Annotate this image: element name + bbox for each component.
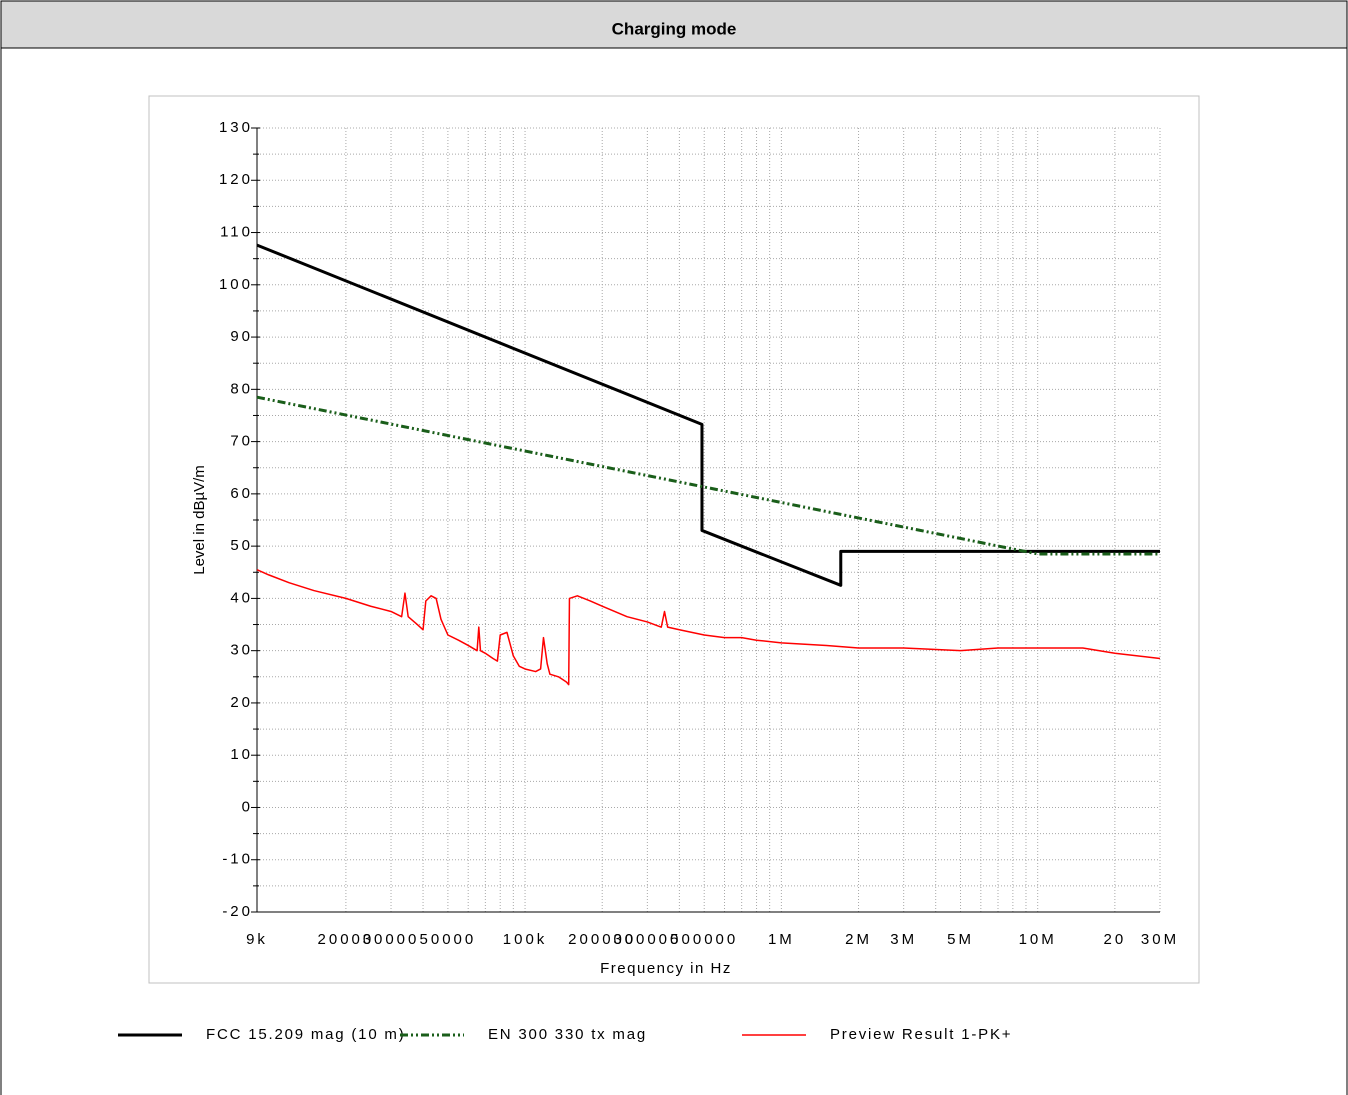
y-tick-label: 60 [230,485,253,502]
x-tick-label: 30000 [363,931,420,948]
series-line [256,243,1160,587]
header-bar [0,0,1348,49]
y-tick-label: 10 [230,746,253,763]
y-tick-label: 120 [219,171,253,188]
y-tick-label: 80 [230,380,253,397]
x-tick-label: 9k [246,931,268,948]
y-axis-label: Level in dBµV/m [191,465,208,575]
legend-label: EN 300 330 tx mag [488,1026,647,1043]
x-tick-label: 5M [947,931,974,948]
series-line [256,395,1160,556]
x-tick-label: 10M [1019,931,1057,948]
y-tick-label: 30 [230,642,253,659]
y-tick-label: 20 [230,694,253,711]
y-tick-label: -20 [222,903,253,920]
y-tick-label: 130 [219,119,253,136]
y-tick-label: 70 [230,433,253,450]
plot-frame [148,95,1200,984]
y-tick-label: 90 [230,328,253,345]
x-axis-label: Frequency in Hz [600,960,732,977]
x-tick-label: 3M [890,931,917,948]
y-tick-label: -10 [222,851,253,868]
x-tick-label: 100k [503,931,548,948]
series-line [256,568,1161,686]
y-tick-label: 100 [219,276,253,293]
legend-label: Preview Result 1-PK+ [830,1026,1012,1043]
y-tick-label: 50 [230,537,253,554]
x-tick-label: 300000 [613,931,681,948]
x-tick-label: 30M [1141,931,1179,948]
x-tick-label: 1M [768,931,795,948]
legend-label: FCC 15.209 mag (10 m) [206,1026,406,1043]
x-tick-label: 2M [845,931,872,948]
x-tick-label: 200000 [568,931,636,948]
chart-title: Charging mode [612,19,737,38]
y-tick-label: 0 [242,798,253,815]
x-tick-label: 20000 [318,931,375,948]
x-tick-label: 500000 [670,931,738,948]
y-tick-label: 40 [230,589,253,606]
y-tick-label: 110 [220,224,253,241]
x-tick-label: 50000 [420,931,477,948]
x-tick-label: 20 [1104,931,1127,948]
